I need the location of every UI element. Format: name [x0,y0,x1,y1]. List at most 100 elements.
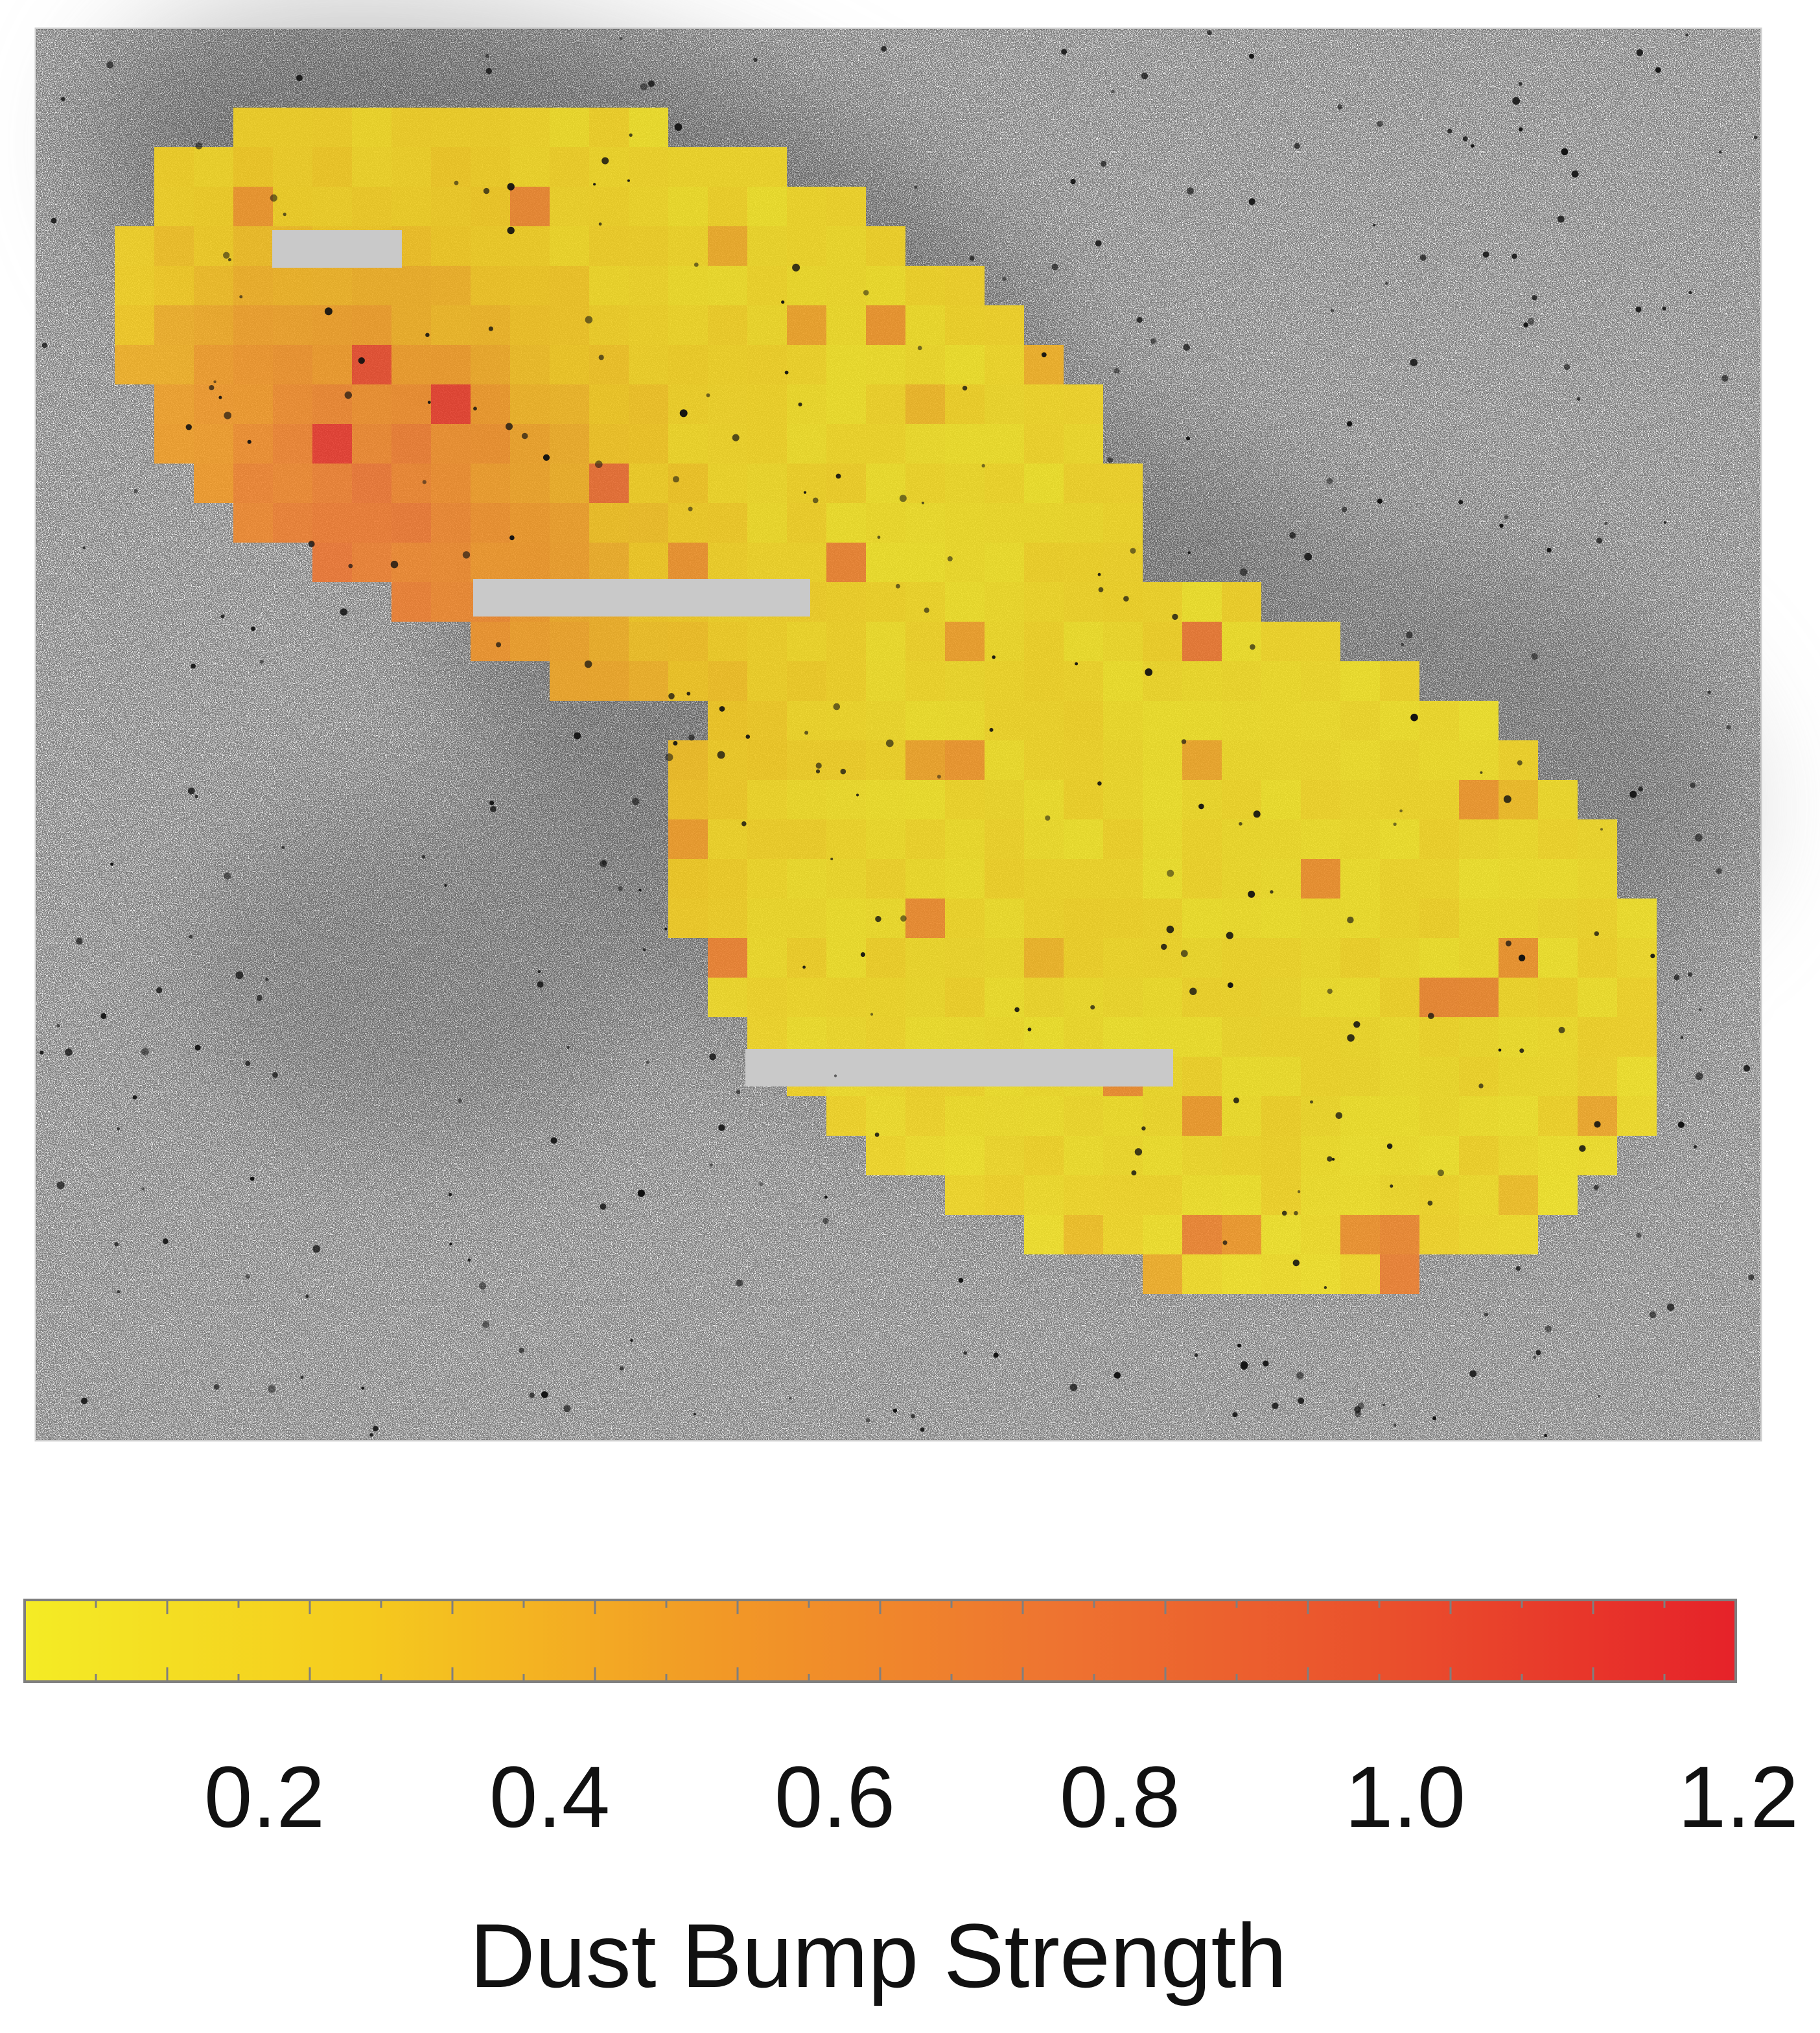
star-dot [759,1182,763,1186]
star-dot [1347,916,1354,924]
star-dot [1180,950,1188,958]
masked-strip [473,579,810,617]
heatmap-cell [708,780,747,819]
star-dot [457,1098,462,1103]
star-dot [736,1279,743,1287]
heatmap-cell [1024,780,1064,819]
heatmap-cell [1064,819,1103,859]
star-dot [444,884,447,887]
star-dot [390,560,399,569]
star-dot [348,563,353,569]
heatmap-cell [352,305,391,345]
heatmap-cell [866,859,905,899]
star-dot [1390,1184,1394,1188]
heatmap-cell [1380,978,1419,1017]
heatmap-cell [1419,1136,1459,1175]
star-dot [993,1352,999,1358]
heatmap-cell [1222,740,1261,780]
colorbar-tick-label: 1.0 [1345,1749,1465,1846]
star-dot [668,693,675,699]
star-dot [947,556,953,561]
heatmap-cell [1261,1215,1301,1254]
heatmap-cell [1301,1057,1340,1096]
heatmap-cell [273,464,312,503]
heatmap-cell [1578,1017,1617,1057]
star-dot [833,703,841,711]
star-dot [195,142,203,150]
heatmap-cell [1538,1175,1578,1215]
heatmap-cell [1340,978,1380,1017]
heatmap-cell [826,582,866,622]
heatmap-cell [510,147,550,187]
star-dot [637,1190,646,1197]
star-dot [1098,587,1104,593]
heatmap-cell [1182,661,1222,701]
heatmap-cell [668,622,708,661]
heatmap-cell [1261,622,1301,661]
star-dot [1690,782,1696,788]
heatmap-cell [1064,978,1103,1017]
star-dot [1355,1411,1362,1418]
heatmap-cell [708,859,747,899]
heatmap-cell [352,266,391,305]
heatmap-cell [945,1175,985,1215]
heatmap-cell [1103,780,1143,819]
heatmap-cell [550,661,589,701]
star-dot [1511,253,1517,259]
colorbar-tick-label: 1.2 [1678,1749,1799,1846]
star-dot [1532,295,1537,301]
heatmap-cell [747,859,787,899]
heatmap-cell [1182,1136,1222,1175]
heatmap-cell [708,384,747,424]
star-dot [1546,547,1552,553]
heatmap-cell [1261,819,1301,859]
heatmap-cell [985,543,1024,582]
star-dot [601,157,609,165]
heatmap-cell [1103,622,1143,661]
heatmap-cell [510,266,550,305]
heatmap-cell [1024,503,1064,543]
star-dot [489,801,495,806]
star-dot [665,753,673,762]
star-dot [106,61,114,69]
star-dot [1748,1274,1755,1280]
heatmap-cell [1222,819,1261,859]
star-dot [899,495,907,502]
heatmap-cell [1103,899,1143,938]
star-dot [1131,1170,1137,1176]
star-dot [598,355,604,360]
heatmap-cell [1182,701,1222,740]
heatmap-cell [945,424,985,464]
star-dot [479,1282,487,1290]
heatmap-cell [1419,1057,1459,1096]
star-dot [718,1124,725,1131]
heatmap-cell [866,1136,905,1175]
heatmap-cell [233,503,273,543]
heatmap-cell [1578,819,1617,859]
heatmap-cell [312,108,352,147]
heatmap-cell [233,424,273,464]
heatmap-cell [945,780,985,819]
heatmap-cell [1064,1096,1103,1136]
star-dot [373,1426,379,1432]
star-dot [627,179,630,182]
heatmap-cell [747,305,787,345]
heatmap-cell [747,384,787,424]
heatmap-cell [1024,1215,1064,1254]
star-dot [1141,73,1149,80]
heatmap-cell [708,622,747,661]
heatmap-cell [273,147,312,187]
star-dot [117,1290,121,1294]
masked-strip [745,1049,1173,1087]
heatmap-cell [1617,978,1657,1017]
heatmap-cell [1024,859,1064,899]
star-dot [917,346,922,351]
heatmap-cell [985,345,1024,384]
heatmap-cell [629,305,668,345]
heatmap-cell [985,780,1024,819]
heatmap-cell [866,503,905,543]
star-dot [361,1386,365,1390]
heatmap-cell [273,108,312,147]
star-dot [1326,478,1333,484]
